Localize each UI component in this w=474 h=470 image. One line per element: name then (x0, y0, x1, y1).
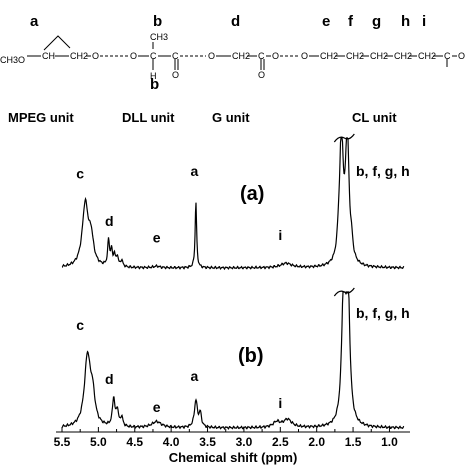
atom-c: C (172, 51, 179, 61)
peak-label: i (278, 227, 282, 243)
atom-ch2: CH2 (320, 51, 338, 61)
site-letter-h: h (401, 13, 410, 30)
atom-o: O (130, 51, 137, 61)
peak-label: d (105, 371, 114, 387)
atom-ch: CH (42, 51, 55, 61)
atom-c: C (444, 51, 451, 61)
atom-o: O (272, 51, 279, 61)
atom-o: O (458, 51, 465, 61)
peak-clip-mark (333, 287, 355, 297)
peak-label: c (76, 165, 84, 181)
series-label: (a) (240, 183, 264, 205)
atom-ch2: CH2 (70, 51, 88, 61)
x-axis-ticks: 5.5 5.0 4.5 4.0 3.5 3.0 2.5 2.0 1.5 1.0 (54, 427, 398, 449)
spectra-series (61, 133, 405, 431)
peak-clip-mark (333, 133, 355, 143)
site-letter-i: i (422, 13, 426, 30)
x-tick-label: 2.5 (272, 435, 289, 449)
atom-ch2: CH2 (394, 51, 412, 61)
spectrum-line-a (61, 137, 405, 271)
x-tick-label: 3.5 (199, 435, 216, 449)
x-tick-label: 1.0 (381, 435, 398, 449)
atom-o: O (258, 70, 265, 80)
x-tick-label: 1.5 (345, 435, 362, 449)
atom-c: C (258, 51, 265, 61)
site-letter-b: b (153, 13, 162, 30)
peak-label: e (153, 229, 161, 245)
x-axis-label: Chemical shift (ppm) (169, 450, 298, 465)
atom-c: C (150, 51, 157, 61)
peak-annotations: (a) c d e a i b, f, g, h (b) c d e a i b, f, g, h (76, 163, 409, 415)
unit-label-mpeg: MPEG unit (8, 110, 74, 125)
atom-ch2: CH2 (370, 51, 388, 61)
x-tick-label: 2.0 (308, 435, 325, 449)
atom-h: H (150, 71, 157, 81)
atom-ch2: CH2 (346, 51, 364, 61)
atom-o: O (208, 51, 215, 61)
atom-ch2: CH2 (232, 51, 250, 61)
site-letter-b-below: b (150, 76, 159, 93)
bracket-a (43, 35, 71, 51)
x-tick-label: 5.5 (54, 435, 71, 449)
site-letter-e: e (322, 13, 330, 30)
peak-label: a (191, 368, 199, 384)
peak-label: e (153, 399, 161, 415)
chemical-structure: a b d e f g h i b CH3O CH CH2 O O C H CH… (0, 13, 465, 125)
x-tick-label: 3.0 (236, 435, 253, 449)
nmr-spectra-plot: (a) c d e a i b, f, g, h (b) c d e a i b, f, g, h 5.5… (54, 133, 410, 465)
site-letter-f: f (348, 13, 354, 30)
x-tick-label: 4.5 (126, 435, 143, 449)
x-tick-label: 5.0 (90, 435, 107, 449)
site-letter-g: g (372, 13, 381, 30)
peak-label: b, f, g, h (356, 305, 410, 321)
peak-label: i (278, 395, 282, 411)
atom-ch2: CH2 (418, 51, 436, 61)
bonds (27, 42, 457, 70)
atom-o: O (92, 51, 99, 61)
atom-o: O (172, 70, 179, 80)
unit-label-dll: DLL unit (122, 110, 175, 125)
atom-ch3o: CH3O (0, 55, 25, 65)
site-letter-a: a (30, 13, 39, 30)
unit-label-cl: CL unit (352, 110, 397, 125)
site-letter-d: d (231, 13, 240, 30)
atom-o: O (301, 51, 308, 61)
series-label: (b) (238, 345, 264, 367)
peak-label: b, f, g, h (356, 163, 410, 179)
peak-label: a (191, 163, 199, 179)
peak-label: d (105, 213, 114, 229)
spectrum-line-b (61, 291, 405, 431)
atom-ch3: CH3 (150, 32, 168, 42)
x-tick-label: 4.0 (163, 435, 180, 449)
unit-label-g: G unit (212, 110, 250, 125)
peak-label: c (76, 317, 84, 333)
